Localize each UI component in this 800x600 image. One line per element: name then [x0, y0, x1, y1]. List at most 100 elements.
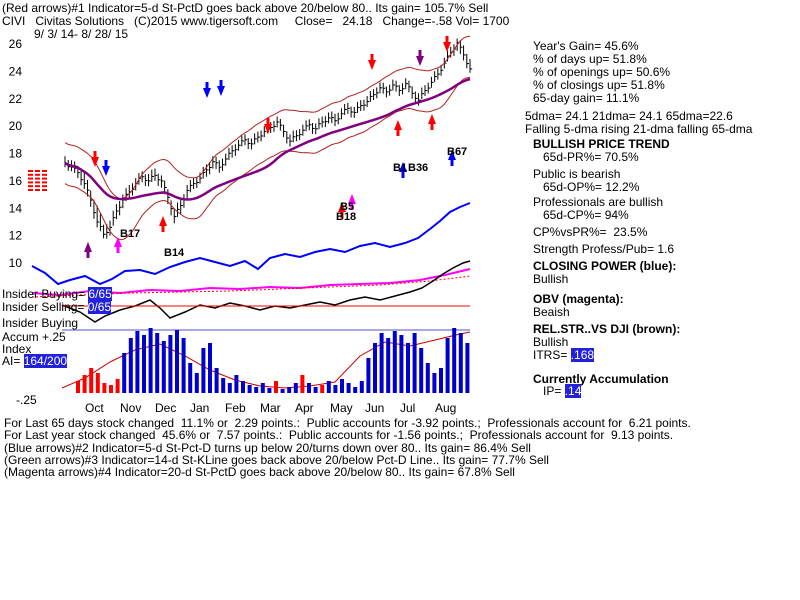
down-arrow-icon: [368, 60, 376, 70]
accum-index-bar: [115, 379, 120, 393]
ai-line: AI= 164/200: [2, 354, 68, 368]
ticker-summary-line: CIVI Civitas Solutions (C)2015 www.tiger…: [2, 14, 510, 28]
right-panel-line: 5dma= 24.1 21dma= 24.1 65dma=22.6: [525, 109, 733, 123]
month-label: Jul: [400, 401, 415, 415]
insider-mark: [28, 185, 33, 188]
down-arrow-icon: [102, 166, 110, 176]
price-scale-label: 22: [9, 92, 23, 106]
insider-mark: [35, 177, 40, 180]
accum-index-bar: [102, 383, 107, 393]
down-arrow-icon: [217, 86, 225, 96]
right-panel-line: Bullish: [533, 272, 569, 286]
price-scale-label: 16: [9, 174, 23, 188]
accum-index-bar: [313, 387, 318, 393]
right-panel-line: BULLISH PRICE TREND: [533, 137, 670, 151]
up-arrow-icon: [84, 242, 92, 252]
insider-mark: [35, 173, 40, 176]
accum-index-bar: [353, 387, 358, 393]
right-panel-line: 65-day gain= 11.1%: [533, 91, 640, 105]
right-panel-line: CLOSING POWER (blue):: [533, 259, 677, 273]
accum-index-bar: [241, 381, 245, 393]
right-panel-line: ITRS= .168: [533, 348, 595, 362]
right-panel-line: Bullish: [533, 335, 569, 349]
accum-index-bar: [181, 338, 186, 393]
rel_str_vs_dji-line: [61, 260, 471, 323]
up-arrow-icon: [116, 247, 120, 253]
date-range: 9/ 3/ 14- 8/ 28/ 15: [34, 27, 129, 41]
insider-mark: [35, 189, 40, 191]
accum-index-bar: [201, 348, 206, 393]
insider-mark: [42, 189, 47, 191]
right-panel-line: 65d-OP%= 12.2%: [543, 180, 640, 194]
lower-band-line: [64, 76, 471, 241]
up-arrow-icon: [348, 194, 356, 204]
accum-index-bar: [234, 375, 239, 393]
accum-index-bar: [373, 343, 377, 393]
right-panel-line: REL.STR..VS DJI (brown):: [533, 322, 681, 336]
insider-mark: [28, 173, 33, 176]
down-arrow-icon: [266, 118, 270, 124]
up-arrow-icon: [430, 124, 434, 130]
accum-index-bar: [267, 388, 272, 393]
right-panel-line: IP= .14: [543, 384, 582, 398]
accum-index-bar: [425, 363, 430, 393]
stat-value-highlighted: .14: [564, 384, 582, 398]
down-arrow-icon: [445, 36, 449, 42]
right-panel-line: Falling 5-dma rising 21-dma falling 65-d…: [525, 122, 753, 136]
accum-index-bar: [274, 381, 278, 393]
insider-mark: [35, 170, 40, 172]
accum-index-bar: [432, 373, 437, 393]
right-panel-line: % of openings up= 50.6%: [533, 65, 671, 79]
accum-index-bar: [320, 385, 325, 393]
accum-index-bar: [307, 383, 311, 393]
accum-index-bar: [142, 335, 146, 393]
price-scale-label: 26: [9, 37, 23, 51]
up-arrow-icon: [396, 130, 400, 136]
insider-mark: [28, 170, 33, 172]
right-panel-line: Beaish: [533, 305, 570, 319]
insider-mark: [42, 170, 47, 172]
accum-index-bar: [458, 333, 463, 393]
down-arrow-icon: [203, 88, 211, 98]
accum-index-bar: [386, 338, 391, 393]
accum-index-bar: [419, 348, 424, 393]
accum-index-bar: [445, 338, 450, 393]
month-label: Aug: [435, 401, 456, 415]
price-scale-label: 12: [9, 229, 23, 243]
accum-index-bar: [287, 387, 292, 393]
buy-signal-label: B67: [447, 146, 467, 158]
accum-index-bar: [214, 368, 219, 393]
month-label: Apr: [295, 401, 314, 415]
up-arrow-icon: [161, 226, 165, 232]
month-label: Nov: [120, 401, 141, 415]
insider-buying-label: Insider Buying=: [2, 287, 89, 301]
up-arrow-icon: [350, 204, 354, 210]
footer-signal-line: (Green arrows)#3 Indicator=14-d St-KLine…: [4, 453, 549, 467]
ai-label: AI=: [2, 354, 24, 368]
accum-index-bar: [280, 389, 285, 393]
insider-selling-line: Insider Selling= 0/65: [2, 300, 112, 314]
accum-index-bar: [379, 333, 384, 393]
accum-index-bar: [148, 328, 153, 393]
price-scale-label: 14: [9, 201, 23, 215]
accum-index-bar: [399, 335, 404, 393]
up-arrow-icon: [159, 216, 167, 226]
right-panel-line: Year's Gain= 45.6%: [533, 39, 639, 53]
ai-value: 164/200: [23, 354, 68, 368]
right-panel-line: Public is bearish: [533, 167, 621, 181]
insider-selling-label: Insider Selling=: [2, 300, 88, 314]
accum-index-bar: [135, 331, 140, 393]
up-arrow-icon: [340, 212, 344, 218]
insider-selling-value: 0/65: [87, 300, 112, 314]
accum-index-bar: [392, 331, 397, 393]
insider-mark: [28, 181, 33, 184]
down-arrow-icon: [264, 124, 272, 134]
month-label: Mar: [260, 401, 281, 415]
right-panel-line: 65d-CP%= 94%: [543, 208, 629, 222]
buy-signal-label: B36: [408, 162, 428, 174]
accum-index-bar: [465, 343, 470, 393]
up-arrow-icon: [114, 237, 122, 247]
accum-index-bar: [340, 379, 344, 393]
